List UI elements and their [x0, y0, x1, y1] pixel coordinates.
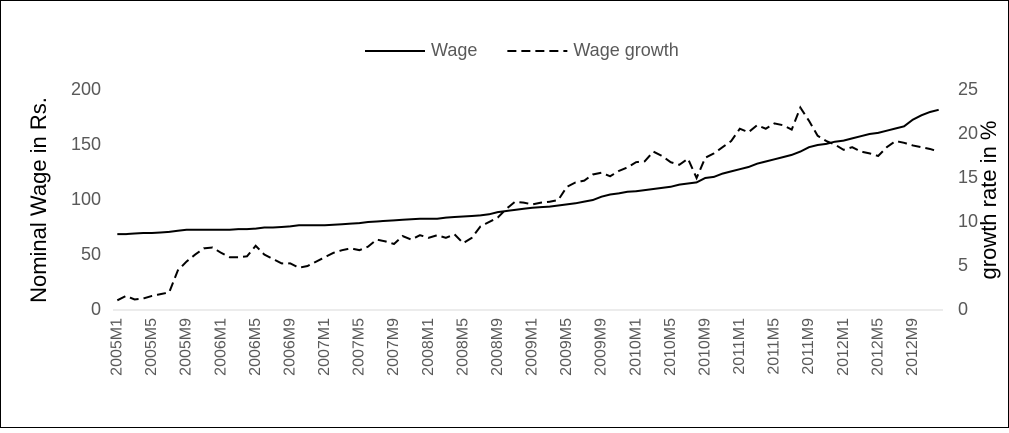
series-line — [116, 105, 939, 302]
x-tick-label: 2009M5 — [558, 318, 575, 376]
y-tick-label: 0 — [91, 299, 101, 319]
x-tick-label: 2009M1 — [524, 318, 541, 376]
x-tick-label: 2011M1 — [731, 318, 748, 375]
y-tick-label: 50 — [81, 244, 101, 264]
y-tick-label: 200 — [71, 79, 101, 99]
x-tick-label: 2008M1 — [420, 318, 437, 376]
x-tick-label: 2010M1 — [627, 318, 644, 376]
x-tick-label: 2012M5 — [869, 318, 886, 376]
y-axis-title: Nominal Wage in Rs. — [26, 97, 51, 303]
series-line — [117, 108, 939, 236]
x-tick-label: 2011M5 — [766, 318, 783, 375]
x-tick-label: 2010M5 — [662, 318, 679, 376]
y2-tick-label: 5 — [958, 255, 968, 275]
x-tick-label: 2012M1 — [835, 318, 852, 376]
x-tick-label: 2008M9 — [489, 318, 506, 376]
y2-tick-label: 20 — [958, 123, 978, 143]
x-tick-label: 2007M1 — [316, 318, 333, 376]
x-tick-label: 2007M5 — [351, 318, 368, 376]
x-tick-label: 2005M5 — [143, 318, 160, 376]
x-tick-label: 2006M1 — [212, 318, 229, 376]
x-tick-label: 2010M9 — [696, 318, 713, 376]
x-tick-label: 2012M9 — [904, 318, 921, 376]
x-tick-label: 2011M9 — [800, 318, 817, 375]
y2-tick-label: 0 — [958, 299, 968, 319]
y2-axis-title: growth rate in % — [976, 121, 1001, 280]
x-tick-label: 2006M9 — [281, 318, 298, 376]
y-tick-label: 100 — [71, 189, 101, 209]
legend-label: Wage growth — [573, 40, 678, 60]
x-tick-label: 2007M9 — [385, 318, 402, 376]
x-tick-label: 2009M9 — [593, 318, 610, 376]
y2-tick-label: 25 — [958, 79, 978, 99]
x-tick-label: 2005M9 — [178, 318, 195, 376]
legend-label: Wage — [431, 40, 477, 60]
y-tick-label: 150 — [71, 134, 101, 154]
y2-tick-label: 15 — [958, 167, 978, 187]
y2-tick-label: 10 — [958, 211, 978, 231]
x-tick-label: 2008M5 — [454, 318, 471, 376]
x-tick-label: 2005M1 — [109, 318, 126, 376]
x-tick-label: 2006M5 — [247, 318, 264, 376]
